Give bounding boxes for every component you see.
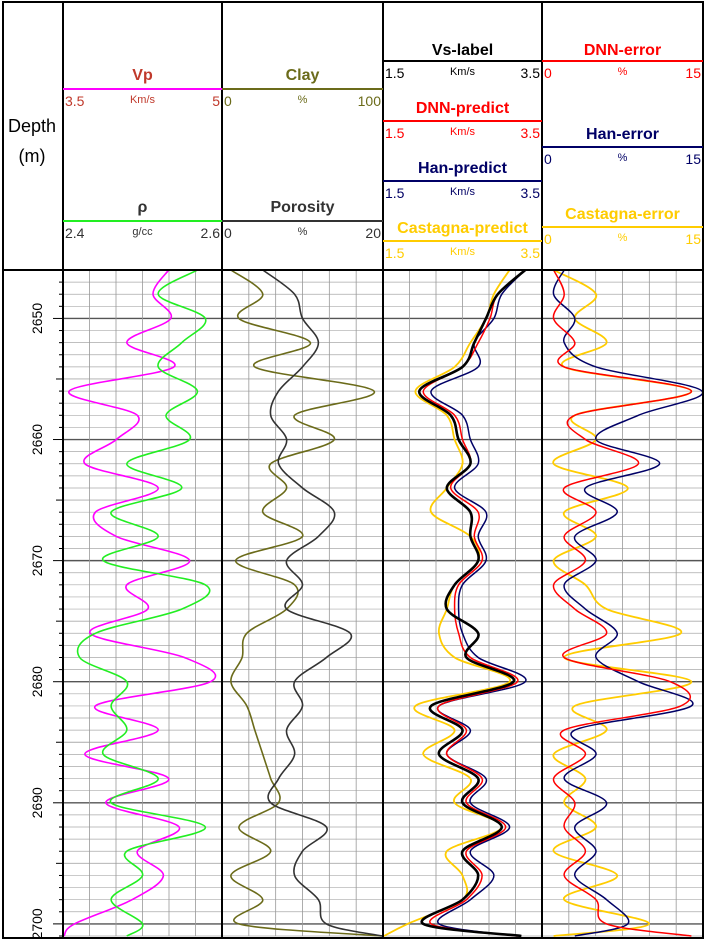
header-scale-unit: % bbox=[618, 232, 628, 244]
header-layer: Vp 3.5 5 Km/s ρ 2.4 2.6 g/cc Clay 0 100% Porosity 0 2… bbox=[63, 42, 703, 261]
header-title-han-predict: Han-predict bbox=[418, 160, 508, 177]
depth-tick-label: 2680 bbox=[29, 666, 45, 697]
header-scale-unit: g/cc bbox=[132, 226, 153, 238]
header-scale-max: 3.5 bbox=[521, 125, 541, 141]
depth-tick-label: 2650 bbox=[29, 303, 45, 334]
header-scale-max: 15 bbox=[685, 151, 701, 167]
header-scale-unit: Km/s bbox=[450, 186, 476, 198]
header-scale-min: 0 bbox=[544, 231, 552, 247]
header-scale-min: 1.5 bbox=[385, 185, 405, 201]
header-title-castagna-error: Castagna-error bbox=[565, 206, 680, 223]
header-scale-unit: % bbox=[618, 152, 628, 164]
header-title-porosity: Porosity bbox=[270, 199, 334, 216]
curve-vp bbox=[63, 269, 217, 937]
header-scale-unit: Km/s bbox=[450, 66, 476, 78]
depth-tick-label: 2700 bbox=[29, 908, 45, 939]
curve-han-predict bbox=[430, 269, 527, 937]
header-title-rho: ρ bbox=[138, 199, 148, 216]
header-scale-max: 100 bbox=[358, 93, 382, 109]
curve-han-error bbox=[552, 269, 704, 937]
header-scale-unit: % bbox=[298, 226, 308, 238]
header-scale-unit: % bbox=[618, 66, 628, 78]
header-title-castagna-predict: Castagna-predict bbox=[397, 220, 528, 237]
header-scale-unit: Km/s bbox=[450, 246, 476, 258]
header-title-vp: Vp bbox=[132, 67, 153, 84]
header-scale-min: 2.4 bbox=[65, 225, 85, 241]
grid-layer bbox=[53, 269, 703, 937]
depth-tick-labels: 2650 2660 2670 2680 2690 2700 bbox=[29, 303, 45, 940]
header-scale-max: 5 bbox=[212, 93, 220, 109]
header-title-han-error: Han-error bbox=[586, 126, 659, 143]
curve-clay bbox=[230, 269, 383, 937]
curve-dnn-error bbox=[552, 269, 693, 937]
header-scale-min: 1.5 bbox=[385, 245, 405, 261]
depth-tick-label: 2670 bbox=[29, 545, 45, 576]
header-scale-max: 15 bbox=[685, 65, 701, 81]
curve-vs-label bbox=[418, 269, 527, 938]
header-scale-min: 0 bbox=[224, 225, 232, 241]
curve-dnn-predict bbox=[422, 269, 526, 937]
header-scale-max: 3.5 bbox=[521, 185, 541, 201]
depth-axis-label-line1: Depth bbox=[8, 116, 56, 136]
depth-tick-label: 2660 bbox=[29, 424, 45, 455]
header-scale-max: 3.5 bbox=[521, 245, 541, 261]
header-scale-max: 20 bbox=[365, 225, 381, 241]
header-scale-min: 0 bbox=[224, 93, 232, 109]
header-scale-max: 3.5 bbox=[521, 65, 541, 81]
header-scale-min: 0 bbox=[544, 65, 552, 81]
header-scale-unit: Km/s bbox=[450, 126, 476, 138]
curves-layer bbox=[63, 269, 704, 938]
header-scale-min: 3.5 bbox=[65, 93, 85, 109]
depth-axis-label-line2: (m) bbox=[19, 146, 46, 166]
header-scale-unit: Km/s bbox=[130, 94, 156, 106]
header-title-dnn-error: DNN-error bbox=[584, 42, 661, 59]
header-title-clay: Clay bbox=[286, 67, 320, 84]
header-scale-unit: % bbox=[298, 94, 308, 106]
header-scale-min: 1.5 bbox=[385, 125, 405, 141]
header-scale-min: 0 bbox=[544, 151, 552, 167]
header-scale-min: 1.5 bbox=[385, 65, 405, 81]
header-scale-max: 2.6 bbox=[201, 225, 221, 241]
header-scale-max: 15 bbox=[685, 231, 701, 247]
depth-tick-label: 2690 bbox=[29, 787, 45, 818]
curve-porosity bbox=[262, 269, 383, 937]
header-title-vs-label: Vs-label bbox=[432, 42, 493, 59]
header-title-dnn-predict: DNN-predict bbox=[416, 100, 510, 117]
curve-rho bbox=[76, 269, 211, 937]
